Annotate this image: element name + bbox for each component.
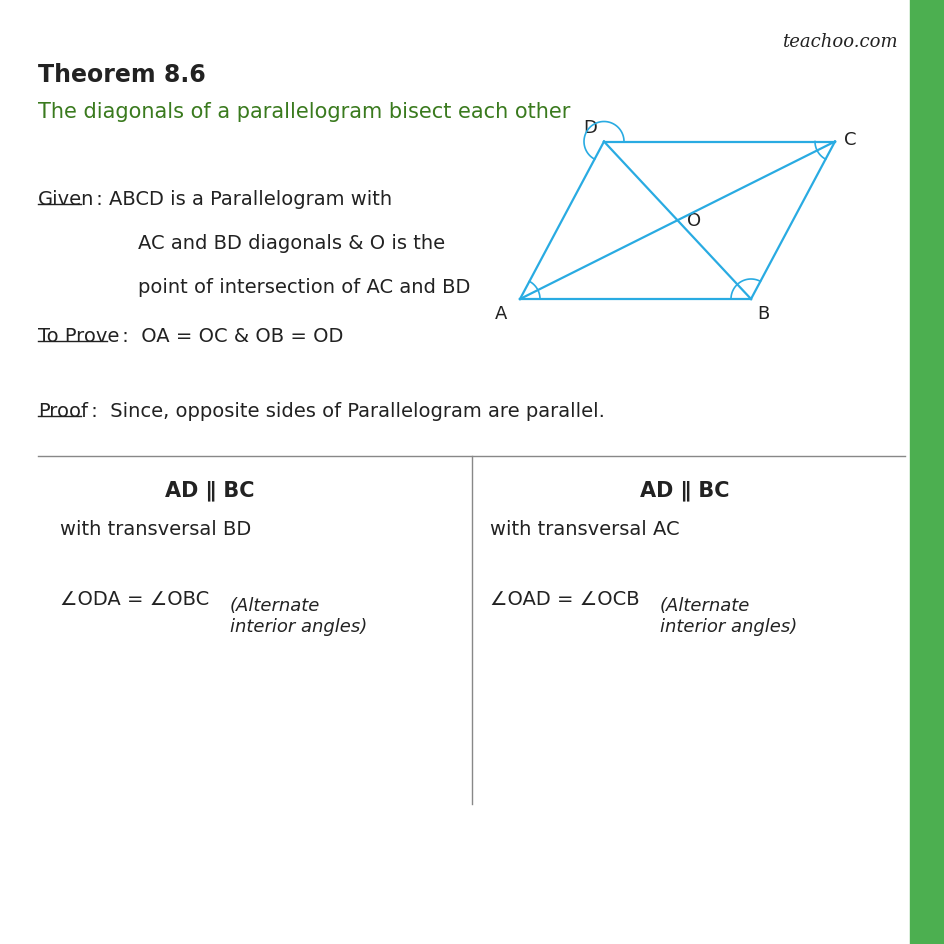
Text: To Prove: To Prove (38, 327, 119, 346)
Text: ∠ODA = ∠OBC: ∠ODA = ∠OBC (59, 589, 209, 608)
Text: teachoo.com: teachoo.com (782, 33, 897, 51)
Text: : ABCD is a Parallelogram with: : ABCD is a Parallelogram with (90, 190, 392, 209)
Text: with transversal AC: with transversal AC (490, 519, 679, 538)
Text: AC and BD diagonals & O is the: AC and BD diagonals & O is the (138, 234, 445, 253)
Text: AD ∥ BC: AD ∥ BC (165, 480, 255, 500)
Text: Given: Given (38, 190, 94, 209)
Text: O: O (686, 212, 700, 230)
Text: D: D (583, 119, 597, 138)
Text: C: C (843, 131, 855, 149)
Text: with transversal BD: with transversal BD (59, 519, 251, 538)
Text: AD ∥ BC: AD ∥ BC (640, 480, 729, 500)
Text: ∠OAD = ∠OCB: ∠OAD = ∠OCB (490, 589, 639, 608)
Text: :  Since, opposite sides of Parallelogram are parallel.: : Since, opposite sides of Parallelogram… (85, 401, 604, 421)
Text: (Alternate
interior angles): (Alternate interior angles) (659, 597, 797, 635)
Text: B: B (757, 305, 769, 323)
Text: A: A (494, 305, 507, 323)
Text: point of intersection of AC and BD: point of intersection of AC and BD (138, 278, 470, 296)
Bar (909, 0, 944, 944)
Text: Theorem 8.6: Theorem 8.6 (38, 63, 206, 87)
Text: The diagonals of a parallelogram bisect each other: The diagonals of a parallelogram bisect … (38, 102, 570, 122)
Text: Proof: Proof (38, 401, 88, 421)
Text: (Alternate
interior angles): (Alternate interior angles) (229, 597, 367, 635)
Text: :  OA = OC & OB = OD: : OA = OC & OB = OD (116, 327, 343, 346)
